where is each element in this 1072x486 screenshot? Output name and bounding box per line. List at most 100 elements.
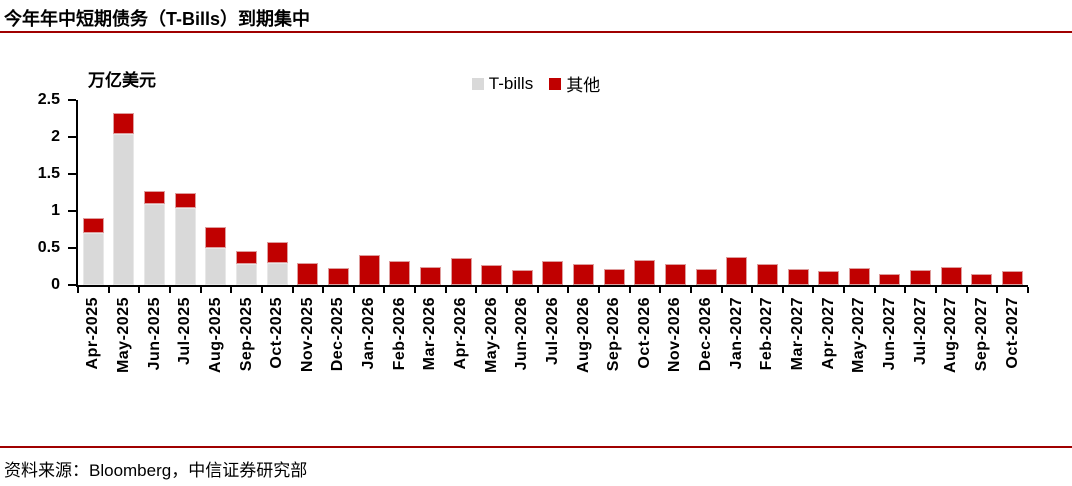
- legend-label-other: 其他: [566, 76, 601, 95]
- x-tick-label: Nov-2025: [292, 297, 323, 397]
- x-tick-mark: [506, 287, 509, 293]
- stacked-bar: [419, 267, 441, 285]
- x-tick-mark: [138, 287, 141, 293]
- y-tick-label: 1: [51, 202, 60, 219]
- y-tick-mark: [68, 247, 76, 249]
- bar-segment-other: [266, 242, 288, 263]
- x-tick-mark: [597, 287, 600, 293]
- bar-column: [967, 100, 998, 285]
- x-tick-label: Sep-2026: [599, 297, 630, 397]
- bar-column: [201, 100, 232, 285]
- x-tick-mark: [322, 287, 325, 293]
- x-tick-label: Aug-2025: [201, 297, 232, 397]
- x-tick-label: Jan-2026: [354, 297, 385, 397]
- x-tick-mark: [996, 287, 999, 293]
- stacked-bar: [266, 242, 288, 285]
- bar-segment-other: [971, 274, 993, 285]
- y-tick-label: 0.5: [37, 239, 60, 256]
- x-tick-label-text: May-2027: [850, 297, 868, 374]
- y-tick-mark: [68, 136, 76, 138]
- x-tick-label-text: Jun-2027: [880, 297, 898, 371]
- x-tick-label-text: Jan-2027: [727, 297, 745, 370]
- bar-segment-tbills: [144, 204, 166, 285]
- x-tick-label: Sep-2027: [967, 297, 998, 397]
- x-tick-label-text: Nov-2026: [666, 297, 684, 373]
- bar-segment-other: [664, 264, 686, 285]
- stacked-bar: [297, 263, 319, 285]
- x-tick-label: Apr-2025: [78, 297, 109, 397]
- x-tick-label: Feb-2026: [384, 297, 415, 397]
- stacked-bar: [787, 269, 809, 285]
- bar-segment-other: [756, 264, 778, 285]
- stacked-bar: [910, 270, 932, 285]
- x-tick-label-text: May-2025: [114, 297, 132, 374]
- stacked-bar: [174, 193, 196, 285]
- x-tick-mark: [812, 287, 815, 293]
- legend-item-other: 其他: [549, 71, 600, 96]
- stacked-bar: [358, 255, 380, 285]
- x-tick-label: Jul-2025: [170, 297, 201, 397]
- x-tick-label-text: Dec-2026: [697, 297, 715, 372]
- bar-segment-tbills: [113, 134, 135, 285]
- x-tick-label-text: Jul-2027: [911, 297, 929, 366]
- bar-segment-tbills: [82, 233, 104, 285]
- x-tick-label: May-2026: [476, 297, 507, 397]
- plot-area: [76, 100, 1028, 287]
- bar-segment-other: [389, 261, 411, 285]
- bar-segment-other: [205, 227, 227, 248]
- x-tick-label-text: Oct-2025: [268, 297, 286, 369]
- title-divider: [0, 31, 1072, 33]
- bar-segment-other: [144, 191, 166, 204]
- bar-segment-other: [787, 269, 809, 285]
- bar-segment-other: [327, 268, 349, 285]
- x-tick-label-text: Feb-2026: [390, 297, 408, 371]
- stacked-bar: [481, 265, 503, 285]
- x-tick-label-text: Dec-2025: [329, 297, 347, 372]
- x-tick-mark: [781, 287, 784, 293]
- stacked-bar: [603, 269, 625, 285]
- x-tick-label-text: Aug-2025: [206, 297, 224, 374]
- bar-column: [568, 100, 599, 285]
- x-tick-mark: [260, 287, 263, 293]
- stacked-bar: [848, 268, 870, 285]
- x-tick-label: Jun-2025: [139, 297, 170, 397]
- stacked-bar: [82, 218, 104, 285]
- x-tick-label-text: Feb-2027: [758, 297, 776, 371]
- x-tick-label: Jun-2026: [507, 297, 538, 397]
- bar-segment-other: [634, 260, 656, 285]
- y-tick-mark: [68, 284, 76, 286]
- bar-segment-other: [358, 255, 380, 285]
- bar-column: [538, 100, 569, 285]
- bar-column: [78, 100, 109, 285]
- bar-segment-other: [1002, 271, 1024, 285]
- bar-segment-tbills: [174, 208, 196, 285]
- x-tick-label-text: Jan-2026: [360, 297, 378, 370]
- bar-column: [139, 100, 170, 285]
- x-tick-mark: [475, 287, 478, 293]
- x-tick-label: Aug-2027: [936, 297, 967, 397]
- stacked-bar: [327, 268, 349, 285]
- x-tick-label: Apr-2027: [813, 297, 844, 397]
- x-tick-label-text: Jun-2026: [513, 297, 531, 371]
- bar-segment-other: [419, 267, 441, 285]
- x-tick-mark: [199, 287, 202, 293]
- bar-column: [997, 100, 1028, 285]
- x-tick-label: Mar-2027: [783, 297, 814, 397]
- bar-column: [936, 100, 967, 285]
- bar-column: [262, 100, 293, 285]
- bar-segment-other: [940, 267, 962, 285]
- x-tick-label: Oct-2026: [630, 297, 661, 397]
- legend-swatch-tbills: [471, 77, 484, 90]
- stacked-bar: [236, 251, 258, 285]
- x-tick-label: May-2027: [844, 297, 875, 397]
- bar-segment-other: [511, 270, 533, 285]
- bar-column: [384, 100, 415, 285]
- x-tick-label-text: Apr-2025: [84, 297, 102, 370]
- stacked-bar: [818, 271, 840, 285]
- x-tick-mark: [689, 287, 692, 293]
- x-tick-label: Mar-2026: [415, 297, 446, 397]
- stacked-bar: [756, 264, 778, 285]
- stacked-bar: [389, 261, 411, 285]
- bar-segment-other: [603, 269, 625, 285]
- y-tick-mark: [68, 173, 76, 175]
